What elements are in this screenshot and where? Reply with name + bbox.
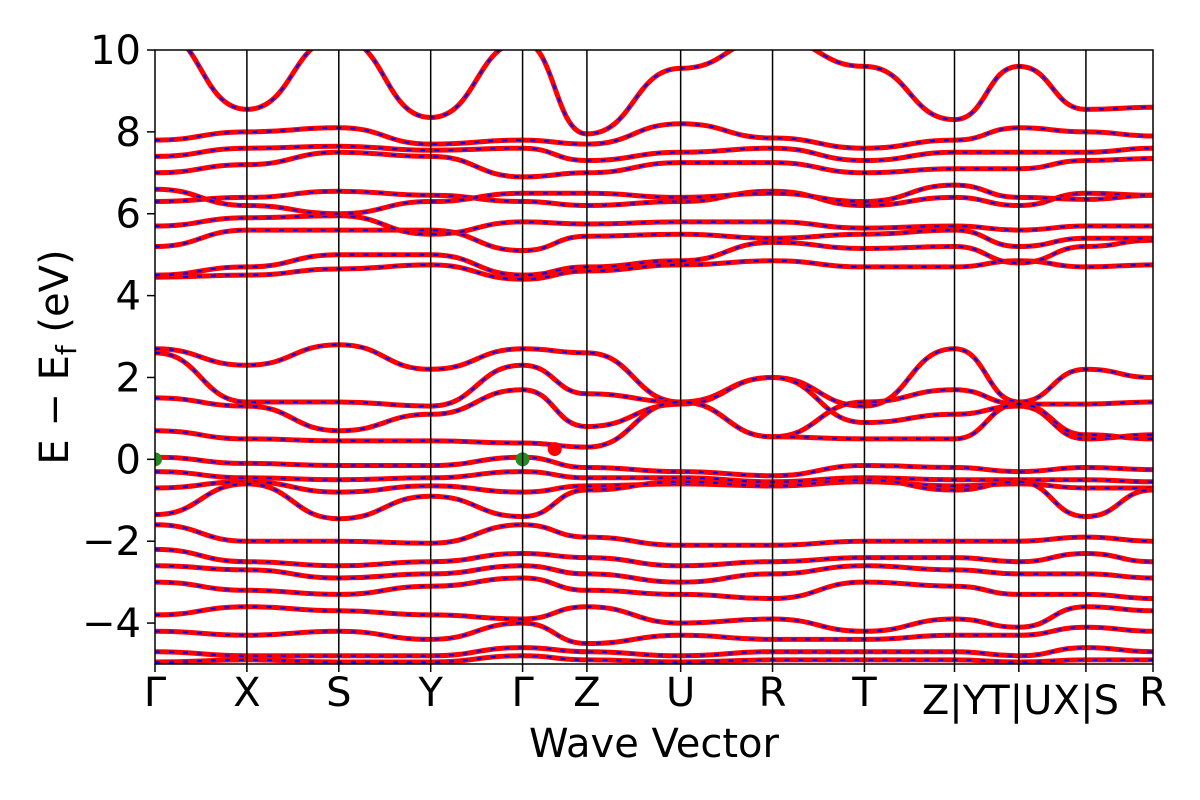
- y-tick-label-2: 0: [116, 437, 141, 483]
- band-line-spin-up-1: [155, 237, 1153, 278]
- x-axis-title: Wave Vector: [529, 721, 780, 767]
- y-axis-title: E − Ef (eV): [32, 249, 83, 464]
- y-tick-label-4: 4: [116, 274, 141, 320]
- band-line-spin-up-5: [155, 182, 1153, 217]
- x-tick-label-11: X|S: [1053, 678, 1119, 724]
- band-line-spin-down-9: [187, 50, 1153, 136]
- band-line-spin-up-9: [185, 50, 1153, 137]
- band-line-spin-up-19: [155, 546, 1153, 569]
- x-tick-label-5: Z: [573, 670, 600, 716]
- y-axis-title-unit: (eV): [32, 249, 78, 345]
- y-axis-ticks: −4 −2 0 2 4 6 8 10: [82, 28, 155, 647]
- band-line-spin-up-14: [155, 454, 1153, 479]
- x-tick-label-12: R: [1139, 670, 1167, 716]
- band-line-spin-down-18: [155, 523, 1153, 547]
- band-line-spin-down-7: [155, 145, 1153, 162]
- band-lines: [155, 50, 1153, 664]
- x-tick-label-3: Y: [417, 670, 443, 716]
- y-tick-label-0: −4: [82, 601, 141, 647]
- y-tick-label-7: 10: [90, 28, 141, 74]
- x-tick-label-1: X: [233, 670, 260, 716]
- x-axis-ticks: Γ X S Y Γ Z U R T Z|YT|U X|S R: [144, 664, 1167, 724]
- band-line-spin-down-2: [155, 228, 1153, 252]
- x-tick-label-9: Z|Y: [922, 678, 988, 724]
- y-tick-label-3: 2: [116, 355, 141, 401]
- y-axis-title-main: E − E: [32, 355, 78, 465]
- x-tick-label-6: U: [666, 670, 695, 716]
- plot-frame: [154, 49, 1154, 665]
- y-tick-label-5: 6: [116, 192, 141, 238]
- band-line-spin-up-10: [155, 342, 1153, 409]
- band-line-spin-up-6: [155, 149, 1153, 180]
- band-line-spin-up-24: [155, 645, 1153, 659]
- band-line-spin-down-19: [155, 548, 1153, 567]
- band-line-spin-down-20: [155, 564, 1153, 584]
- extremum-marker-0: [155, 452, 162, 467]
- band-line-spin-up-20: [155, 563, 1153, 585]
- y-tick-label-6: 8: [116, 110, 141, 156]
- x-tick-label-10: T|U: [984, 678, 1052, 724]
- x-tick-label-0: Γ: [144, 670, 167, 716]
- x-tick-label-7: R: [759, 670, 787, 716]
- x-tick-label-4: Γ: [511, 670, 534, 716]
- y-axis-title-subscript: f: [50, 344, 83, 355]
- band-line-spin-up-22: [155, 604, 1153, 634]
- band-line-spin-up-2: [155, 227, 1153, 254]
- x-tick-label-8: T: [851, 670, 877, 716]
- y-tick-label-1: −2: [82, 519, 141, 565]
- extremum-marker-2: [547, 442, 562, 457]
- band-line-spin-down-17: [155, 478, 1153, 520]
- x-tick-label-2: S: [326, 670, 351, 716]
- high-symmetry-lines: [246, 50, 1087, 664]
